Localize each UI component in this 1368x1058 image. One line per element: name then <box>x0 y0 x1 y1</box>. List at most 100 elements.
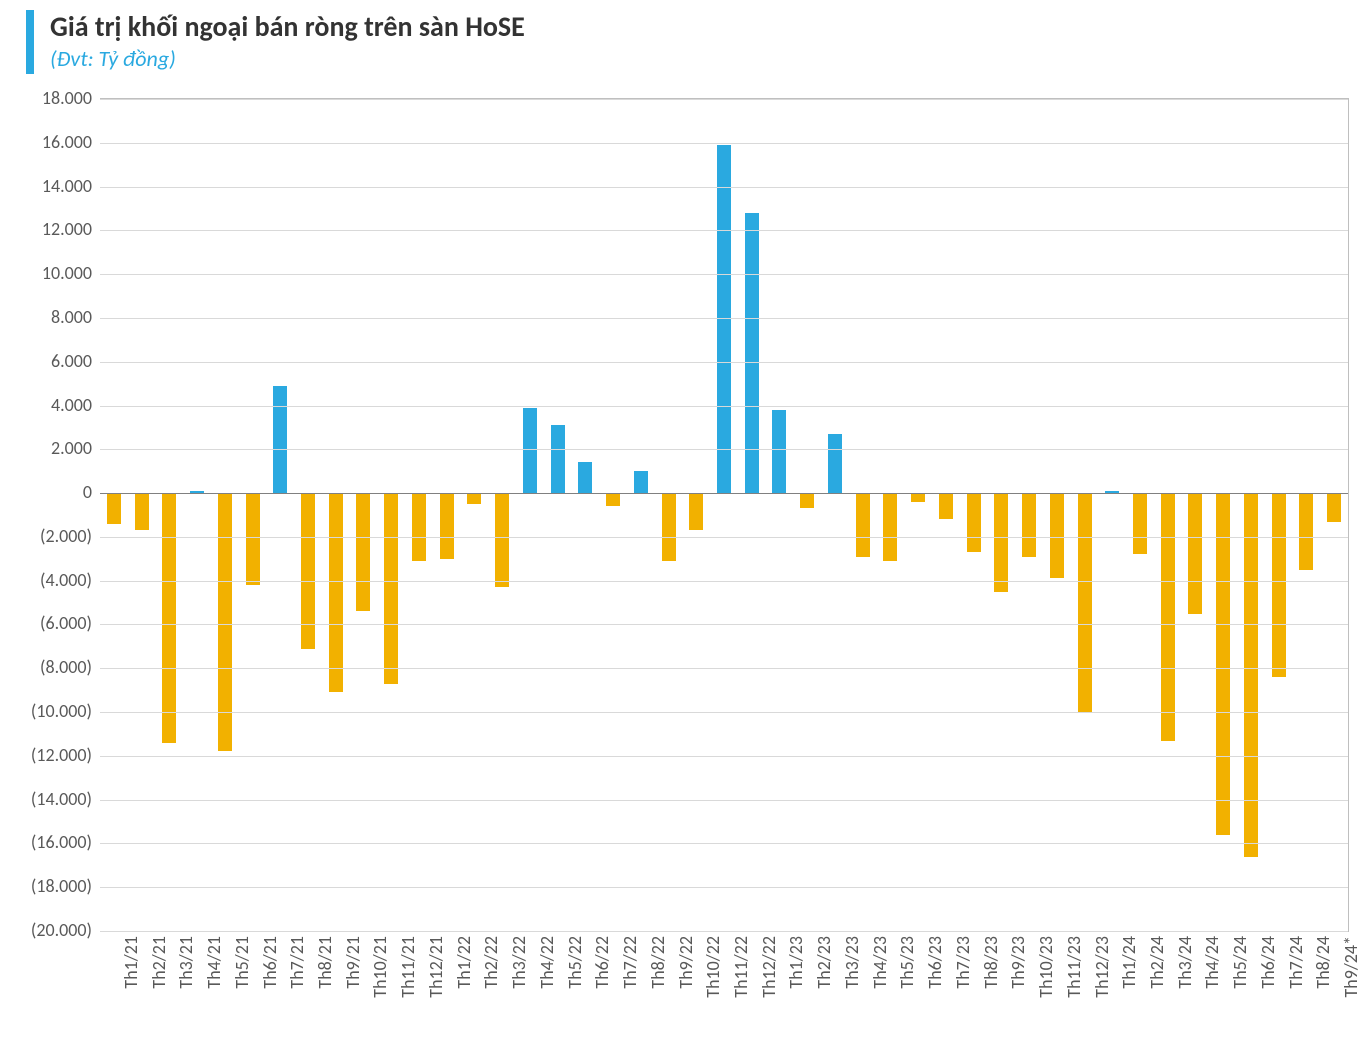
bar <box>440 493 454 559</box>
x-tick-label: Th6/21 <box>259 936 281 1046</box>
x-tick-label: Th3/22 <box>508 936 530 1046</box>
y-tick-label: (6.000) <box>4 612 92 634</box>
bar <box>1299 493 1313 570</box>
gridline <box>100 143 1348 144</box>
gridline <box>100 668 1348 669</box>
x-tick-label: Th9/23 <box>1007 936 1029 1046</box>
bar <box>1216 493 1230 835</box>
bar <box>384 493 398 683</box>
x-tick-label: Th2/24 <box>1146 936 1168 1046</box>
bar <box>800 493 814 508</box>
chart-subtitle: (Đvt: Tỷ đồng) <box>50 44 525 75</box>
gridline <box>100 406 1348 407</box>
x-tick-label: Th7/21 <box>286 936 308 1046</box>
gridline <box>100 843 1348 844</box>
gridline <box>100 274 1348 275</box>
x-tick-label: Th9/21 <box>342 936 364 1046</box>
y-tick-label: (12.000) <box>4 744 92 766</box>
y-tick-label: 12.000 <box>4 218 92 240</box>
x-tick-label: Th9/22 <box>675 936 697 1046</box>
y-tick-label: (8.000) <box>4 656 92 678</box>
bar <box>1244 493 1258 856</box>
x-tick-label: Th10/23 <box>1035 936 1057 1046</box>
x-tick-label: Th3/23 <box>841 936 863 1046</box>
x-tick-label: Th4/23 <box>869 936 891 1046</box>
gridline <box>100 712 1348 713</box>
y-tick-label: 18.000 <box>4 87 92 109</box>
x-tick-label: Th2/22 <box>480 936 502 1046</box>
x-tick-label: Th4/22 <box>536 936 558 1046</box>
y-tick-label: 6.000 <box>4 350 92 372</box>
bar <box>162 493 176 743</box>
bar <box>1272 493 1286 677</box>
y-tick-label: (16.000) <box>4 831 92 853</box>
bar <box>356 493 370 611</box>
bar <box>994 493 1008 592</box>
bar <box>856 493 870 556</box>
x-tick-label: Th12/21 <box>425 936 447 1046</box>
gridline <box>100 537 1348 538</box>
bar <box>135 493 149 530</box>
x-tick-label: Th1/21 <box>120 936 142 1046</box>
gridline <box>100 318 1348 319</box>
x-tick-label: Th7/24 <box>1285 936 1307 1046</box>
bar <box>662 493 676 561</box>
y-tick-label: (14.000) <box>4 788 92 810</box>
y-tick-label: 0 <box>4 481 92 503</box>
y-tick-label: 16.000 <box>4 131 92 153</box>
x-tick-label: Th5/22 <box>564 936 586 1046</box>
x-tick-label: Th5/24 <box>1229 936 1251 1046</box>
bar <box>689 493 703 530</box>
y-tick-label: (18.000) <box>4 875 92 897</box>
x-tick-label: Th10/21 <box>369 936 391 1046</box>
y-tick-label: 4.000 <box>4 394 92 416</box>
bar <box>745 213 759 493</box>
y-tick-label: (20.000) <box>4 919 92 941</box>
bar <box>523 408 537 493</box>
gridline <box>100 800 1348 801</box>
x-tick-label: Th7/22 <box>619 936 641 1046</box>
bar <box>634 471 648 493</box>
gridline <box>100 581 1348 582</box>
bar <box>1022 493 1036 556</box>
bar <box>107 493 121 524</box>
bar <box>1133 493 1147 554</box>
x-tick-label: Th6/23 <box>924 936 946 1046</box>
x-tick-label: Th12/22 <box>758 936 780 1046</box>
gridline <box>100 756 1348 757</box>
x-tick-label: Th6/22 <box>591 936 613 1046</box>
chart-title: Giá trị khối ngoại bán ròng trên sàn HoS… <box>50 10 525 44</box>
x-tick-label: Th8/24 <box>1312 936 1334 1046</box>
gridline <box>100 99 1348 100</box>
x-tick-label: Th10/22 <box>702 936 724 1046</box>
gridline <box>100 230 1348 231</box>
plot-area <box>100 98 1349 932</box>
gridline <box>100 187 1348 188</box>
chart-container: Giá trị khối ngoại bán ròng trên sàn HoS… <box>0 0 1368 1058</box>
bar <box>1078 493 1092 712</box>
x-tick-label: Th11/21 <box>397 936 419 1046</box>
x-tick-label: Th8/22 <box>647 936 669 1046</box>
y-tick-label: (2.000) <box>4 525 92 547</box>
x-tick-label: Th1/23 <box>785 936 807 1046</box>
bars-layer <box>100 99 1348 931</box>
y-tick-label: (10.000) <box>4 700 92 722</box>
bar <box>246 493 260 585</box>
x-tick-label: Th3/21 <box>175 936 197 1046</box>
title-block: Giá trị khối ngoại bán ròng trên sàn HoS… <box>26 10 525 74</box>
x-tick-label: Th8/23 <box>980 936 1002 1046</box>
y-tick-label: 10.000 <box>4 262 92 284</box>
bar <box>467 493 481 504</box>
x-tick-label: Th5/21 <box>231 936 253 1046</box>
x-tick-label: Th9/24* <box>1340 936 1362 1046</box>
gridline <box>100 887 1348 888</box>
bar <box>412 493 426 561</box>
x-tick-label: Th3/24 <box>1174 936 1196 1046</box>
x-tick-label: Th12/23 <box>1091 936 1113 1046</box>
bar <box>495 493 509 587</box>
x-tick-label: Th4/24 <box>1201 936 1223 1046</box>
y-tick-label: (4.000) <box>4 569 92 591</box>
bar <box>828 434 842 493</box>
bar <box>939 493 953 519</box>
x-tick-label: Th1/22 <box>453 936 475 1046</box>
